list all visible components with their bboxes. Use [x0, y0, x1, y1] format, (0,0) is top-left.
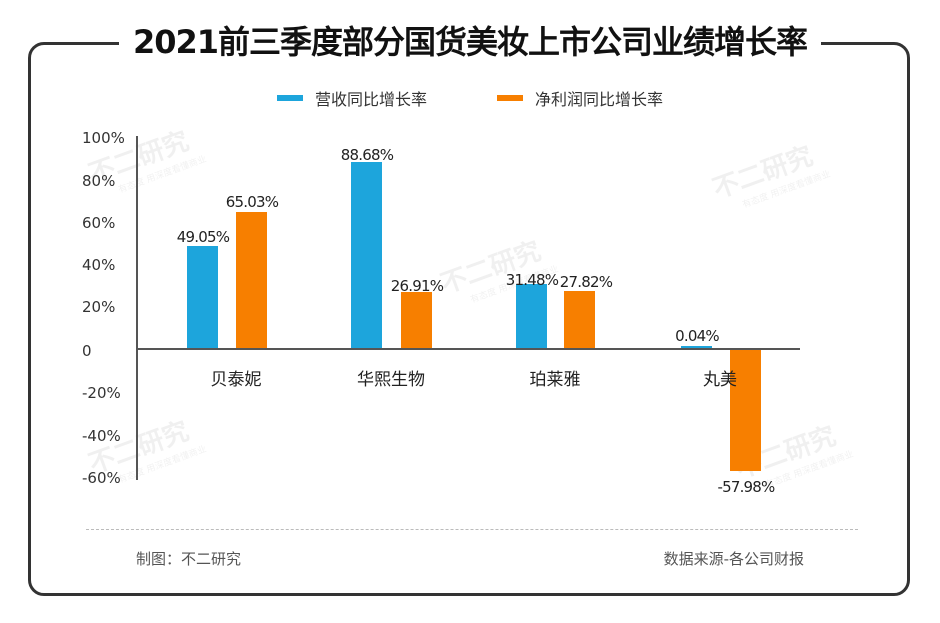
y-tick-label: 20% [82, 298, 116, 316]
legend: 营收同比增长率 净利润同比增长率 [0, 86, 940, 110]
bar-revenue-huaxi [351, 162, 382, 349]
bar-value-label: 0.04% [675, 327, 719, 345]
category-label: 珀莱雅 [529, 370, 581, 390]
y-tick-label: 0 [82, 342, 92, 360]
legend-item-revenue: 营收同比增长率 [276, 86, 427, 110]
legend-label-profit: 净利润同比增长率 [535, 90, 664, 109]
data-source: 数据来源-各公司财报 [663, 550, 804, 568]
chart-credit: 制图：不二研究 [136, 550, 242, 568]
bar-value-label: 26.91% [390, 277, 444, 295]
y-tick-label: 100% [82, 129, 125, 147]
bar-revenue-marubi [681, 346, 712, 349]
bar-revenue-proya [516, 284, 547, 349]
legend-swatch-profit [497, 95, 523, 101]
bar-value-label: -57.98% [717, 478, 775, 496]
bar-value-label: 49.05% [176, 228, 230, 246]
legend-swatch-revenue [276, 95, 303, 101]
bar-profit-beitaini [236, 212, 267, 349]
bar-value-label: 88.68% [340, 146, 394, 164]
bar-value-label: 31.48% [505, 271, 559, 289]
bar-value-label: 27.82% [559, 273, 613, 291]
y-tick-label: 80% [82, 172, 116, 190]
bar-revenue-beitaini [187, 246, 218, 349]
y-axis [136, 136, 138, 480]
bar-profit-huaxi [401, 292, 432, 349]
legend-item-profit: 净利润同比增长率 [497, 86, 663, 110]
bar-value-label: 65.03% [225, 193, 279, 211]
chart-frame [28, 42, 910, 596]
category-label: 贝泰妮 [210, 370, 262, 390]
category-label: 丸美 [703, 370, 737, 390]
y-tick-label: -60% [82, 469, 121, 487]
bar-profit-proya [564, 291, 595, 349]
footer-divider [86, 529, 858, 530]
title-bar: 2021前三季度部分国货美妆上市公司业绩增长率 [0, 14, 940, 70]
y-tick-label: -40% [82, 427, 121, 445]
category-label: 华熙生物 [357, 370, 425, 390]
legend-label-revenue: 营收同比增长率 [314, 90, 427, 109]
y-tick-label: 40% [82, 256, 116, 274]
y-tick-label: -20% [82, 384, 121, 402]
chart-title: 2021前三季度部分国货美妆上市公司业绩增长率 [118, 14, 822, 70]
y-tick-label: 60% [82, 214, 116, 232]
bar-profit-marubi [730, 349, 761, 471]
x-axis [137, 348, 800, 350]
